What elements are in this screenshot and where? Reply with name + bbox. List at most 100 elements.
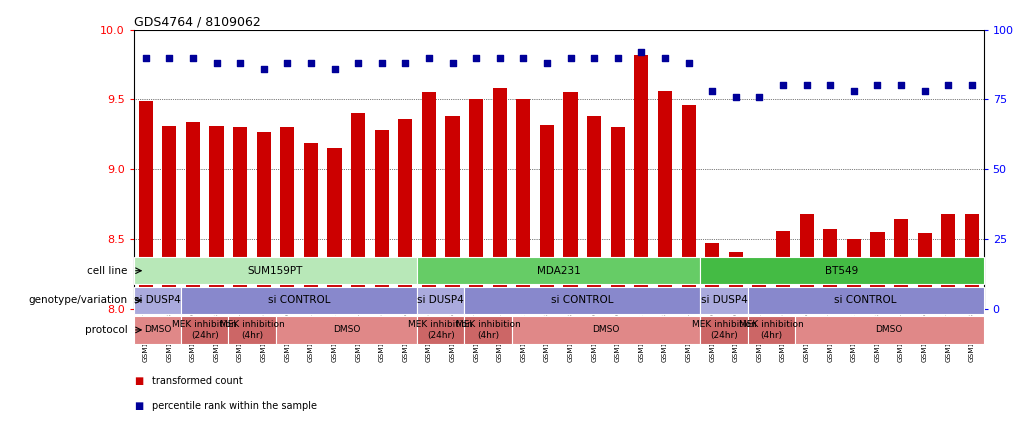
Bar <box>280 127 295 309</box>
Text: MEK inhibition
(4hr): MEK inhibition (4hr) <box>455 320 520 340</box>
Text: genotype/variation: genotype/variation <box>29 295 128 305</box>
Bar <box>134 316 181 343</box>
Bar <box>611 127 625 309</box>
Bar <box>748 287 984 314</box>
Bar <box>918 233 932 309</box>
Point <box>279 60 296 66</box>
Bar <box>139 101 152 309</box>
Text: si CONTROL: si CONTROL <box>268 295 331 305</box>
Bar <box>682 105 695 309</box>
Text: MEK inhibition
(4hr): MEK inhibition (4hr) <box>739 320 803 340</box>
Bar <box>658 91 672 309</box>
Point <box>255 65 272 72</box>
Text: percentile rank within the sample: percentile rank within the sample <box>152 401 317 411</box>
Text: DMSO: DMSO <box>592 325 620 335</box>
Text: ■: ■ <box>134 376 143 386</box>
Bar <box>700 316 748 343</box>
Point <box>586 54 603 61</box>
Bar <box>445 116 459 309</box>
Bar <box>399 119 412 309</box>
Point <box>775 82 791 89</box>
Bar <box>229 316 275 343</box>
Point <box>917 88 933 94</box>
Point <box>539 60 555 66</box>
Text: MEK inhibition
(4hr): MEK inhibition (4hr) <box>219 320 284 340</box>
Point <box>161 54 177 61</box>
Bar <box>492 88 507 309</box>
Point <box>964 82 981 89</box>
Point <box>633 49 650 55</box>
Point <box>657 54 674 61</box>
Bar <box>417 257 700 284</box>
Bar <box>799 214 814 309</box>
Text: MEK inhibition
(24hr): MEK inhibition (24hr) <box>408 320 473 340</box>
Point <box>893 82 909 89</box>
Bar <box>328 148 342 309</box>
Point <box>420 54 437 61</box>
Point <box>562 54 579 61</box>
Bar <box>465 287 700 314</box>
Point <box>137 54 153 61</box>
Bar <box>422 92 436 309</box>
Bar <box>748 316 795 343</box>
Point <box>327 65 343 72</box>
Text: DMSO: DMSO <box>144 325 171 335</box>
Bar <box>823 229 837 309</box>
Text: SUM159PT: SUM159PT <box>248 266 303 276</box>
Bar <box>351 113 366 309</box>
Bar <box>894 220 908 309</box>
Bar <box>469 99 483 309</box>
Bar <box>181 316 229 343</box>
Text: si DUSP4: si DUSP4 <box>700 295 748 305</box>
Point <box>444 60 460 66</box>
Bar <box>965 214 978 309</box>
Text: MEK inhibition
(24hr): MEK inhibition (24hr) <box>172 320 237 340</box>
Bar <box>634 55 649 309</box>
Point <box>184 54 201 61</box>
Point <box>681 60 697 66</box>
Text: cell line: cell line <box>88 266 128 276</box>
Bar <box>870 232 885 309</box>
Text: GDS4764 / 8109062: GDS4764 / 8109062 <box>134 16 261 28</box>
Point <box>374 60 390 66</box>
Bar <box>728 252 743 309</box>
Text: MDA231: MDA231 <box>537 266 581 276</box>
Bar <box>304 143 318 309</box>
Point <box>798 82 815 89</box>
Bar <box>540 124 554 309</box>
Text: si DUSP4: si DUSP4 <box>417 295 465 305</box>
Bar <box>752 270 766 309</box>
Point <box>869 82 886 89</box>
Point <box>727 93 744 100</box>
Point <box>208 60 225 66</box>
Bar <box>563 92 578 309</box>
Text: si CONTROL: si CONTROL <box>551 295 614 305</box>
Bar <box>706 243 719 309</box>
Bar <box>185 122 200 309</box>
Bar <box>275 316 417 343</box>
Text: si CONTROL: si CONTROL <box>834 295 897 305</box>
Bar <box>847 239 861 309</box>
Point <box>751 93 767 100</box>
Bar <box>163 126 176 309</box>
Bar <box>417 287 465 314</box>
Bar <box>134 287 181 314</box>
Point <box>491 54 508 61</box>
Bar <box>587 116 602 309</box>
Bar <box>417 316 465 343</box>
Bar <box>795 316 984 343</box>
Bar <box>512 316 700 343</box>
Point <box>232 60 248 66</box>
Bar <box>134 257 417 284</box>
Bar <box>375 130 388 309</box>
Bar <box>516 99 530 309</box>
Point <box>703 88 720 94</box>
Bar <box>941 214 956 309</box>
Point <box>350 60 367 66</box>
Point <box>822 82 838 89</box>
Point <box>303 60 319 66</box>
Text: ■: ■ <box>134 401 143 411</box>
Text: MEK inhibition
(24hr): MEK inhibition (24hr) <box>691 320 756 340</box>
Text: protocol: protocol <box>84 325 128 335</box>
Point <box>940 82 957 89</box>
